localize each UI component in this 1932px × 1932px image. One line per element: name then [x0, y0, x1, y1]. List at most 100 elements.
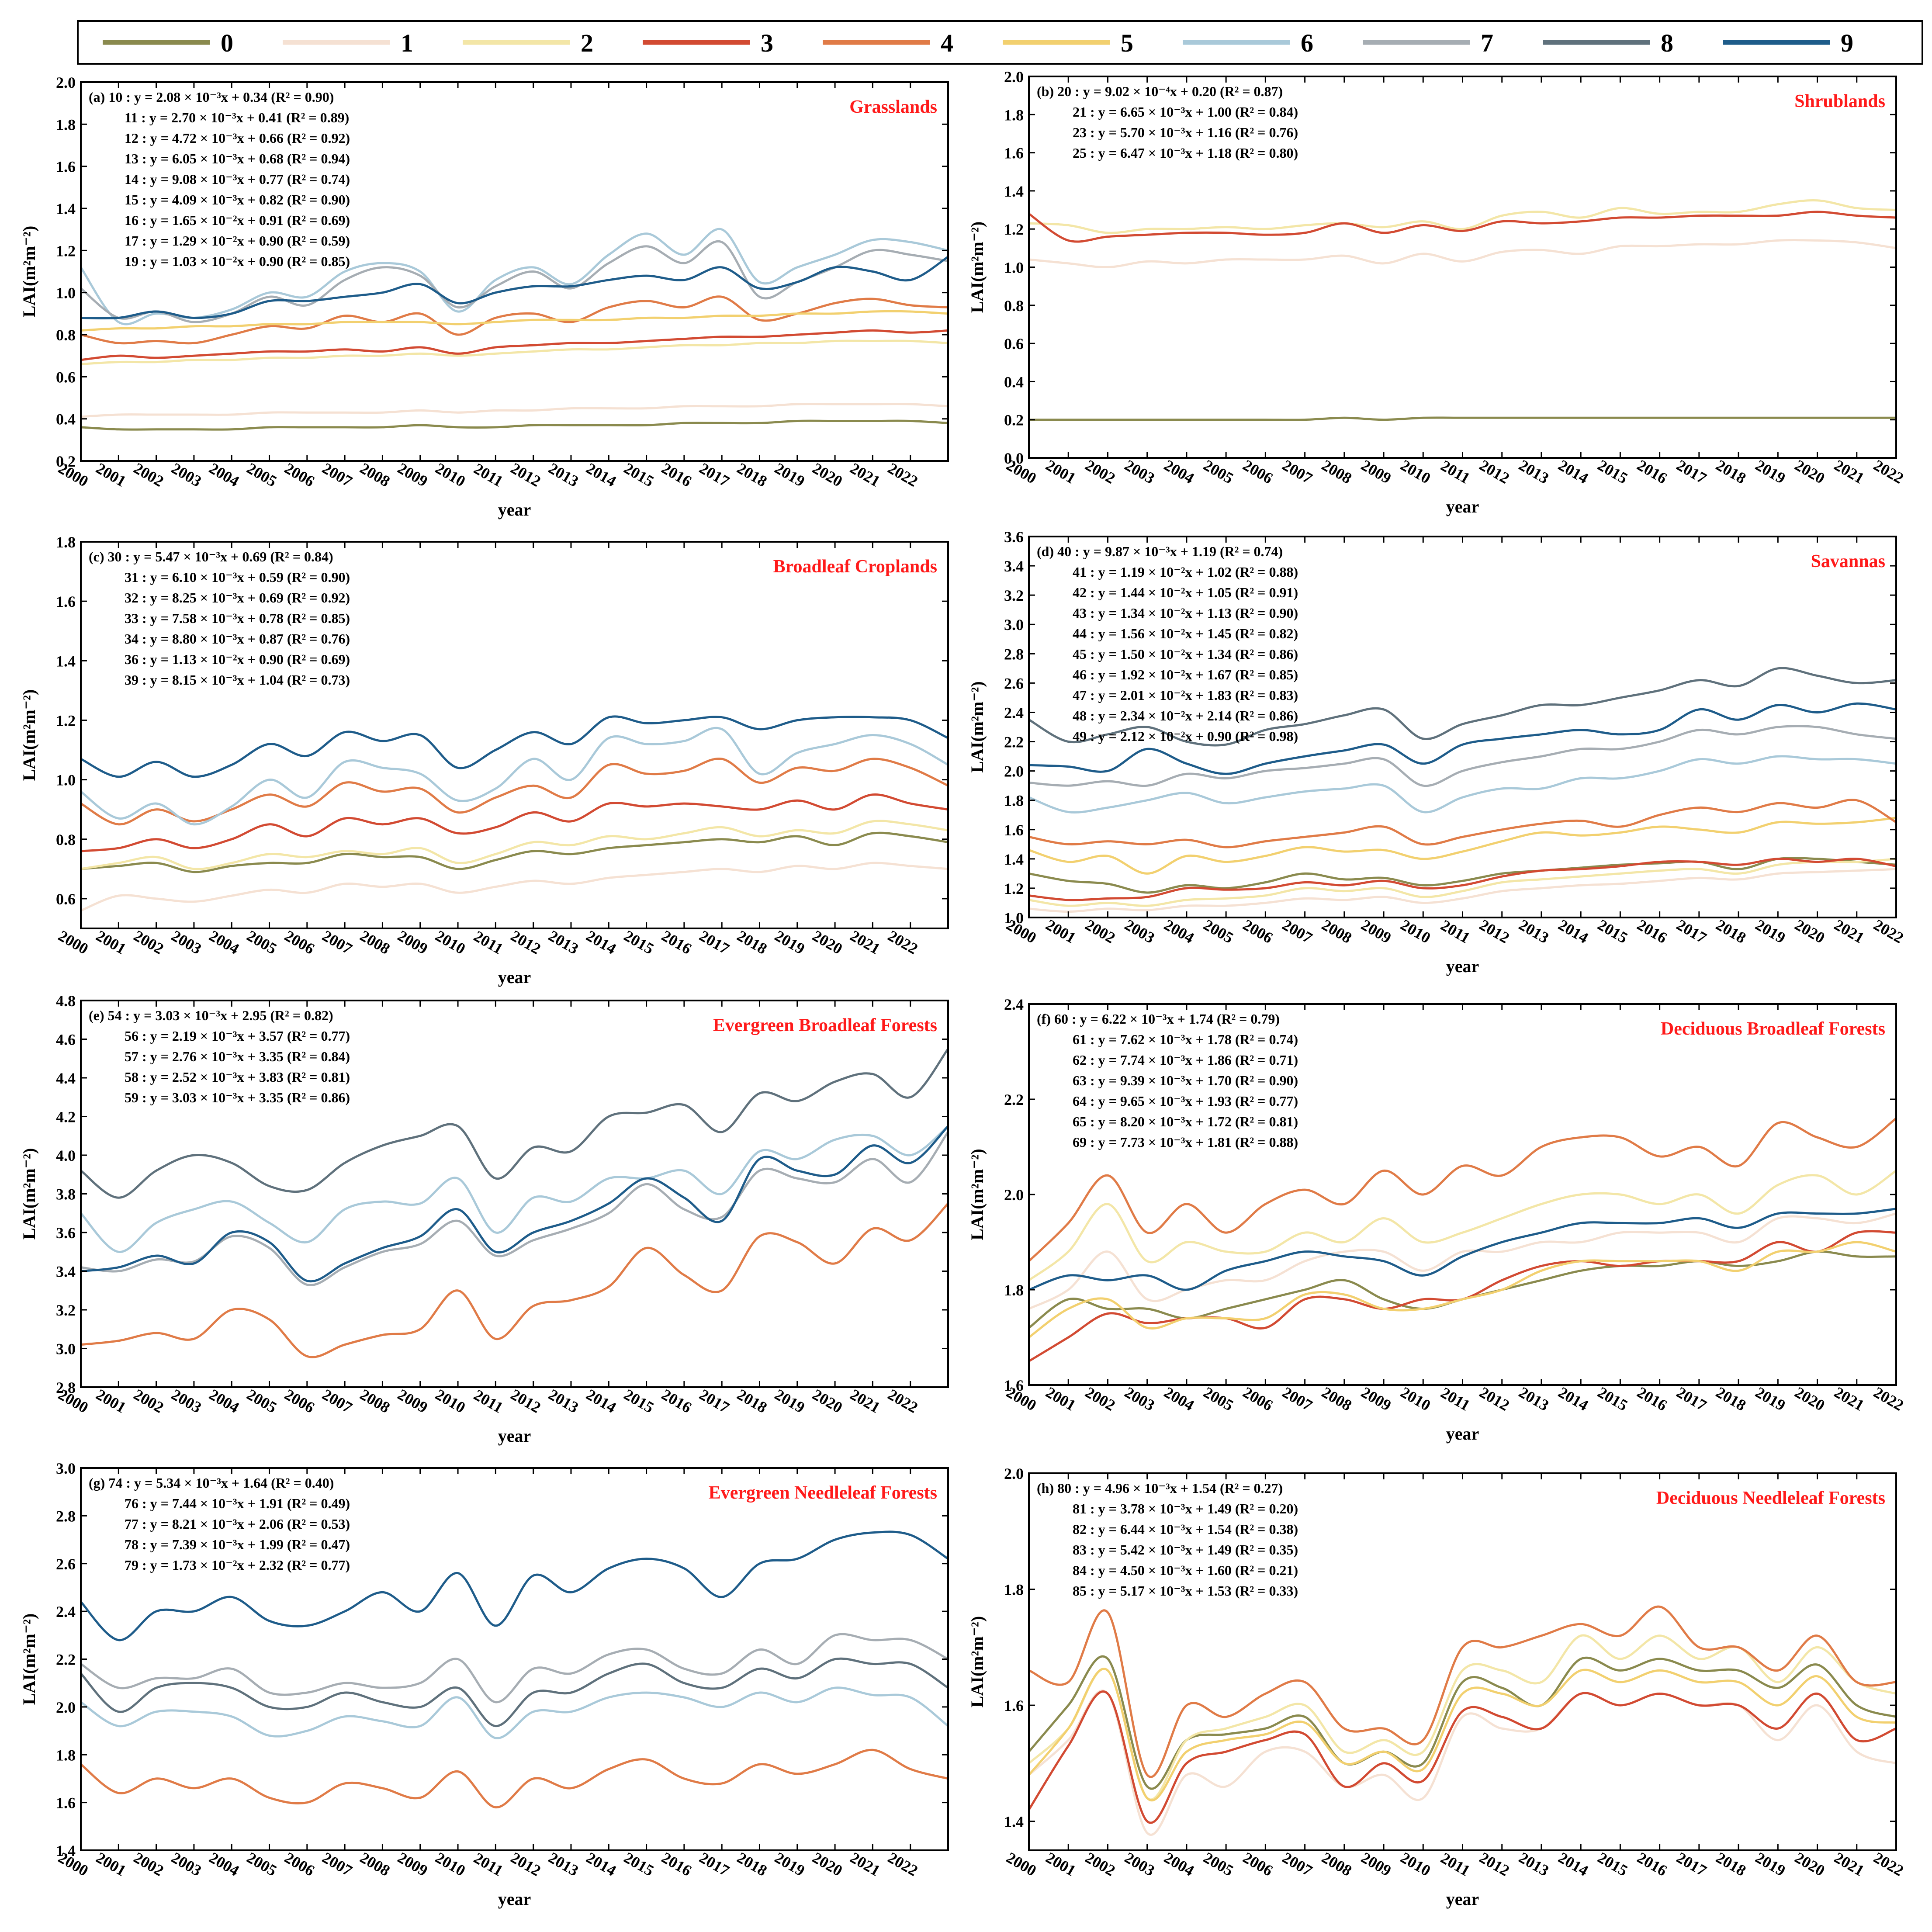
x-tick-label: 2019: [772, 927, 807, 958]
x-tick-label: 2001: [1043, 456, 1079, 487]
regression-equation: 36 : y = 1.13 × 10⁻²x + 0.90 (R² = 0.69): [125, 651, 350, 667]
y-tick-label: 1.6: [56, 593, 76, 610]
x-tick-label: 2008: [357, 1849, 393, 1880]
x-tick-label: 2007: [1279, 456, 1315, 487]
y-tick-label: 3.2: [56, 1302, 76, 1319]
x-tick-label: 2015: [621, 927, 657, 958]
series-line-49: [1029, 702, 1896, 775]
y-tick-label: 3.0: [56, 1460, 76, 1477]
y-tick-label: 2.0: [1004, 1465, 1024, 1482]
x-tick-label: 2008: [1319, 916, 1354, 947]
x-tick-label: 2018: [734, 1849, 770, 1880]
panel-title: Evergreen Broadleaf Forests: [713, 1015, 937, 1035]
regression-equation: (g) 74 : y = 5.34 × 10⁻³x + 1.64 (R² = 0…: [89, 1475, 334, 1491]
y-tick-label: 2.0: [1004, 68, 1024, 86]
series-line-20: [1029, 416, 1896, 421]
series-line-19: [81, 256, 948, 320]
x-tick-label: 2012: [1476, 456, 1512, 487]
x-tick-label: 2003: [1122, 1849, 1157, 1880]
x-tick-label: 2013: [546, 1849, 582, 1880]
x-tick-label: 2014: [583, 927, 619, 958]
x-tick-label: 2010: [433, 459, 468, 490]
x-tick-label: 2005: [1201, 456, 1236, 487]
x-tick-label: 2018: [1713, 456, 1749, 487]
regression-equation: 25 : y = 6.47 × 10⁻³x + 1.18 (R² = 0.80): [1073, 145, 1298, 161]
y-tick-label: 0.2: [1004, 412, 1024, 429]
x-tick-label: 2012: [1476, 1849, 1512, 1880]
y-tick-label: 1.8: [1004, 1581, 1024, 1599]
x-tick-label: 2004: [1161, 1849, 1197, 1880]
panel-title: Evergreen Needleleaf Forests: [709, 1483, 937, 1503]
y-tick-label: 1.8: [1004, 1281, 1024, 1299]
x-tick-label: 2007: [1279, 1383, 1315, 1414]
regression-equation: 46 : y = 1.92 × 10⁻²x + 1.67 (R² = 0.85): [1073, 667, 1298, 682]
series-line-40: [1029, 857, 1896, 894]
regression-equation: 15 : y = 4.09 × 10⁻³x + 0.82 (R² = 0.90): [125, 192, 350, 208]
regression-equation: 11 : y = 2.70 × 10⁻³x + 0.41 (R² = 0.89): [125, 110, 349, 125]
series-group-b: [1029, 199, 1896, 421]
regression-equation: 21 : y = 6.65 × 10⁻³x + 1.00 (R² = 0.84): [1073, 104, 1298, 120]
x-tick-label: 2016: [659, 459, 695, 490]
y-tick-label: 1.8: [56, 533, 76, 551]
legend-label-1: 1: [401, 29, 413, 57]
y-axis-label: LAI(m²m⁻²): [967, 222, 987, 313]
regression-equation: 49 : y = 2.12 × 10⁻²x + 0.90 (R² = 0.98): [1073, 728, 1298, 744]
series-line-78: [81, 1657, 948, 1728]
x-tick-label: 2009: [395, 1849, 430, 1880]
x-tick-label: 2012: [1476, 1383, 1512, 1414]
series-line-74: [81, 1748, 948, 1809]
y-tick-label: 3.4: [1004, 557, 1024, 575]
y-axis-label: LAI(m²m⁻²): [967, 1149, 987, 1240]
x-tick-label: 2010: [1398, 1383, 1433, 1414]
y-tick-label: 0.0: [1004, 450, 1024, 467]
x-tick-label: 2019: [1752, 916, 1788, 947]
x-tick-label: 2002: [131, 1385, 166, 1416]
x-tick-label: 2019: [1752, 456, 1788, 487]
x-tick-label: 2007: [319, 927, 355, 958]
regression-equation: (f) 60 : y = 6.22 × 10⁻³x + 1.74 (R² = 0…: [1037, 1011, 1280, 1027]
x-tick-label: 2006: [1240, 456, 1276, 487]
x-tick-label: 2010: [433, 1849, 468, 1880]
x-tick-label: 2002: [1082, 456, 1118, 487]
y-tick-label: 1.4: [56, 1842, 76, 1859]
y-tick-label: 0.2: [56, 453, 76, 470]
regression-equation: 19 : y = 1.03 × 10⁻²x + 0.90 (R² = 0.85): [125, 253, 350, 269]
x-tick-label: 2001: [1043, 916, 1079, 947]
panel-title: Deciduous Needleleaf Forests: [1656, 1488, 1885, 1508]
series-group-d: [1029, 667, 1896, 913]
y-tick-label: 1.8: [1004, 106, 1024, 124]
x-tick-label: 2005: [1201, 1849, 1236, 1880]
x-tick-label: 2003: [1122, 916, 1157, 947]
x-tick-label: 2019: [772, 1849, 807, 1880]
y-tick-label: 3.0: [56, 1340, 76, 1358]
series-group-a: [81, 228, 948, 431]
regression-equation: 61 : y = 7.62 × 10⁻³x + 1.78 (R² = 0.74): [1073, 1032, 1298, 1047]
x-tick-label: 2021: [847, 1385, 883, 1416]
x-tick-label: 2015: [1595, 1849, 1631, 1880]
series-line-15: [81, 310, 948, 332]
regression-equation: 47 : y = 2.01 × 10⁻²x + 1.83 (R² = 0.83): [1073, 687, 1298, 703]
series-line-43: [1029, 858, 1896, 901]
x-tick-label: 2017: [696, 459, 732, 490]
x-tick-label: 2017: [696, 1385, 732, 1416]
y-tick-label: 4.4: [56, 1070, 76, 1087]
x-tick-label: 2013: [546, 927, 582, 958]
x-tick-label: 2021: [847, 927, 883, 958]
series-group-e: [81, 1048, 948, 1358]
legend: 0 1 2 3 4 5 6 7 8 9: [77, 20, 1923, 65]
x-tick-label: 2017: [696, 927, 732, 958]
x-tick-label: 2011: [471, 460, 506, 490]
x-tick-label: 2020: [1792, 916, 1828, 947]
x-tick-label: 2014: [1555, 1383, 1591, 1414]
x-tick-label: 2010: [1398, 1849, 1433, 1880]
legend-label-6: 6: [1301, 29, 1313, 57]
regression-equation: 17 : y = 1.29 × 10⁻²x + 0.90 (R² = 0.59): [125, 233, 350, 249]
x-axis-label: year: [1446, 956, 1479, 976]
x-tick-label: 2020: [810, 459, 845, 490]
panel-h: 1.4 1.6 1.8 2.0 2000 2001 2002 2003 2004 2005 2006…: [967, 1465, 1907, 1909]
x-tick-label: 2013: [1516, 456, 1552, 487]
y-axis-label: LAI(m²m⁻²): [19, 226, 39, 318]
